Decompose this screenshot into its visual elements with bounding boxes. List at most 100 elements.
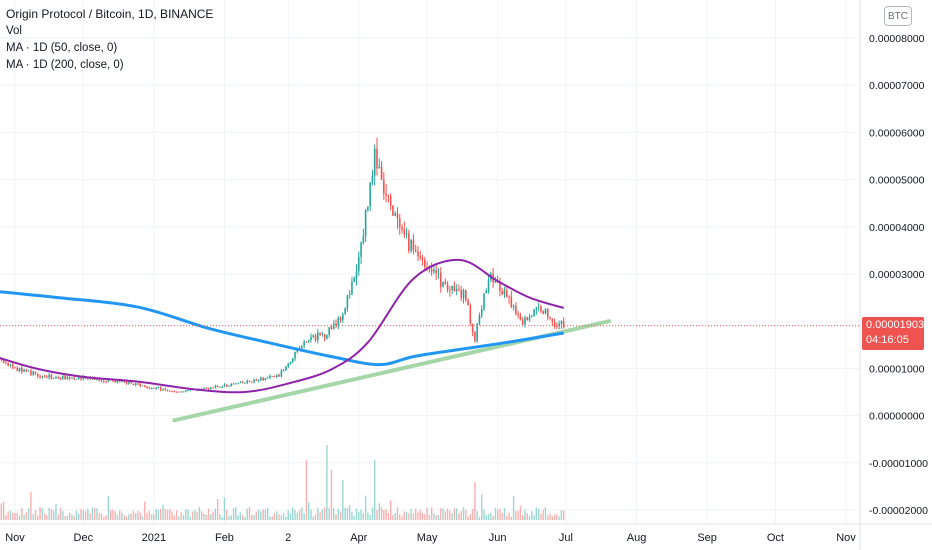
candle-body: [321, 334, 324, 335]
y-tick-label: -0.00002000: [869, 505, 928, 517]
candle-body: [369, 182, 371, 207]
volume-bar: [330, 470, 333, 520]
y-tick-label: -0.00001000: [869, 458, 928, 470]
x-tick-label: Jul: [559, 532, 573, 544]
candle-body: [241, 381, 244, 383]
candle-body: [319, 332, 321, 335]
volume-bar: [273, 513, 276, 520]
volume-bar: [105, 515, 107, 520]
volume-bar: [487, 513, 490, 520]
candle-body: [430, 268, 433, 272]
volume-bar: [333, 507, 335, 520]
candle-body: [2, 359, 5, 363]
volume-legend[interactable]: Vol: [6, 25, 22, 37]
volume-bar: [0, 503, 3, 520]
volume-bar: [326, 445, 328, 520]
candle-body: [14, 367, 16, 369]
candle-body: [376, 148, 378, 169]
volume-bar: [494, 507, 497, 520]
candle-body: [278, 374, 280, 377]
candle-body: [371, 175, 374, 183]
candle-body: [134, 383, 137, 386]
volume-bar: [255, 511, 258, 520]
candle-body: [417, 251, 419, 257]
ma50-legend[interactable]: MA · 1D (50, close, 0): [6, 42, 118, 54]
candle-body: [353, 278, 356, 282]
volume-bar: [12, 513, 14, 520]
volume-bar: [191, 511, 194, 520]
volume-bar: [446, 508, 449, 520]
candle-body: [549, 317, 551, 319]
candle-body: [130, 381, 132, 384]
volume-bar: [121, 512, 123, 520]
candle-body: [164, 388, 167, 390]
candle-body: [116, 381, 119, 383]
volume-bar: [112, 509, 114, 520]
candle-body: [442, 281, 444, 287]
volume-bar: [440, 508, 442, 520]
volume-bar: [458, 513, 460, 520]
volume-bar: [355, 508, 358, 520]
candle-body: [121, 380, 123, 382]
volume-bar: [549, 513, 551, 520]
candle-body: [301, 345, 303, 349]
volume-bar: [471, 509, 474, 520]
volume-bar: [278, 514, 280, 520]
candle-body: [553, 321, 556, 327]
candle-body: [30, 370, 32, 375]
volume-bar: [23, 514, 25, 520]
x-tick-label: May: [417, 532, 438, 544]
volume-bar: [241, 514, 244, 520]
volume-bar: [114, 511, 116, 520]
candle-body: [105, 381, 107, 383]
volume-bar: [14, 513, 16, 520]
x-tick-label: Oct: [767, 532, 784, 544]
candle-body: [139, 383, 142, 387]
candle-body: [362, 235, 365, 243]
volume-bar: [244, 516, 246, 520]
volume-bar: [435, 515, 437, 520]
candle-body: [542, 311, 544, 314]
volume-bar: [294, 510, 296, 520]
volume-bar: [317, 507, 319, 520]
y-tick-label: 0.00006000: [869, 127, 925, 139]
volume-bar: [207, 508, 210, 520]
volume-bar: [430, 507, 433, 520]
volume-bar: [560, 510, 563, 520]
volume-bar: [200, 511, 203, 520]
volume-bar: [298, 510, 301, 520]
ma200-legend[interactable]: MA · 1D (200, close, 0): [6, 59, 124, 71]
volume-bar: [358, 511, 360, 520]
candle-body: [9, 364, 12, 366]
volume-bar: [544, 507, 547, 520]
candle-body: [75, 378, 78, 380]
volume-bar: [506, 515, 508, 520]
candle-body: [182, 391, 185, 393]
volume-bar: [442, 508, 444, 520]
candle-body: [294, 351, 296, 359]
volume-bar: [166, 509, 169, 520]
volume-bar: [348, 505, 351, 520]
candle-body: [266, 377, 269, 379]
candle-body: [36, 373, 39, 377]
candle-body: [556, 326, 558, 327]
volume-bar: [75, 510, 78, 520]
volume-bar: [107, 496, 110, 520]
currency-badge[interactable]: BTC: [884, 6, 912, 26]
candle-body: [50, 374, 53, 379]
candle-body: [453, 285, 456, 292]
volume-bar: [540, 513, 542, 520]
candle-body: [512, 305, 515, 308]
candle-body: [517, 313, 519, 316]
volume-bar: [189, 516, 192, 520]
volume-bar: [160, 508, 162, 520]
candle-body: [501, 290, 504, 295]
candle-body: [123, 380, 126, 382]
symbol-title[interactable]: Origin Protocol / Bitcoin, 1D, BINANCE: [6, 7, 214, 21]
volume-bar: [257, 509, 260, 520]
volume-bar: [148, 510, 151, 520]
candle-body: [223, 384, 226, 387]
volume-bar: [314, 514, 317, 520]
